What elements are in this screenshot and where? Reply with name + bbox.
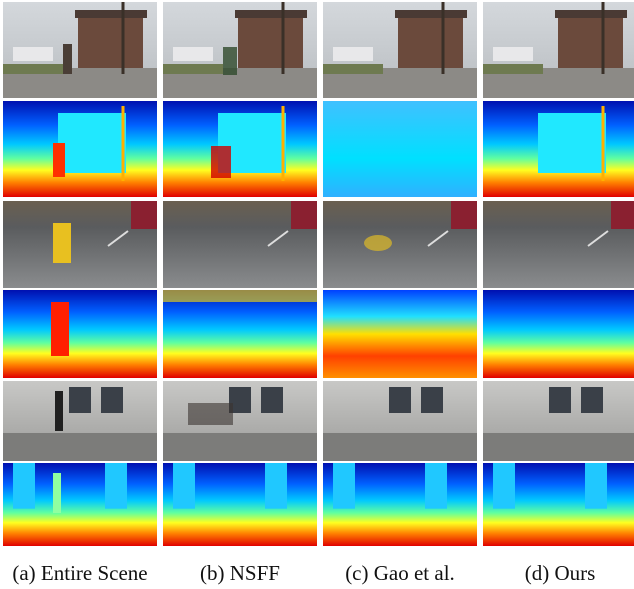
caption: (d) Ours — [525, 561, 596, 585]
depth — [483, 290, 634, 378]
depth-child — [51, 302, 69, 356]
depth-pillar — [585, 463, 607, 509]
car — [131, 201, 157, 229]
person — [63, 44, 72, 74]
image-panel — [483, 101, 634, 197]
image-panel — [323, 101, 477, 197]
image-panel — [163, 201, 317, 288]
depth-pillar — [173, 463, 195, 509]
depth-building — [58, 113, 126, 173]
grass — [483, 64, 543, 74]
image-panel — [3, 2, 157, 98]
window — [101, 387, 123, 413]
image-panel — [483, 201, 634, 288]
depth-building — [538, 113, 606, 173]
image-panel — [163, 101, 317, 197]
depth-pillar — [493, 463, 515, 509]
image-panel — [323, 290, 477, 378]
image-panel — [483, 290, 634, 378]
car — [451, 201, 477, 229]
image-panel — [3, 381, 157, 461]
car — [13, 47, 53, 61]
grass — [3, 64, 63, 74]
blur — [364, 235, 392, 251]
depth-pillar — [333, 463, 355, 509]
image-panel — [3, 201, 157, 288]
image-panel — [163, 381, 317, 461]
stairs — [483, 433, 634, 461]
building — [238, 14, 303, 72]
caption: (a) Entire Scene — [12, 561, 147, 585]
roof — [75, 10, 147, 18]
window — [389, 387, 411, 413]
image-panel — [3, 463, 157, 546]
depth — [3, 290, 157, 378]
depth-pillar — [425, 463, 447, 509]
window — [69, 387, 91, 413]
depth-skater — [53, 473, 61, 513]
captions: (a) Entire Scene (b) NSFF (c) Gao et al. (d… — [12, 561, 595, 585]
grass — [323, 64, 383, 74]
depth — [323, 101, 477, 197]
image-panel — [323, 463, 477, 546]
roof — [235, 10, 307, 18]
image-panel — [3, 290, 157, 378]
roof — [395, 10, 467, 18]
figure: (a) Entire Scene (b) NSFF (c) Gao et al. (d… — [0, 0, 634, 589]
child — [53, 223, 71, 263]
image-panel — [483, 381, 634, 461]
caption: (b) NSFF — [200, 561, 280, 585]
depth-person — [53, 143, 65, 177]
image-panel — [323, 201, 477, 288]
window — [581, 387, 603, 413]
artifact — [188, 403, 233, 425]
depth-pillar — [265, 463, 287, 509]
image-panel — [323, 381, 477, 461]
stairs — [3, 433, 157, 461]
window — [421, 387, 443, 413]
depth-pillar — [13, 463, 35, 509]
depth — [323, 290, 477, 378]
image-panel — [323, 2, 477, 98]
car — [493, 47, 533, 61]
stairs — [163, 433, 317, 461]
stairs — [323, 433, 477, 461]
car — [173, 47, 213, 61]
image-panel — [483, 2, 634, 98]
skater — [55, 391, 63, 431]
image-panel — [163, 463, 317, 546]
image-panel — [3, 101, 157, 197]
depth-artifact — [211, 146, 231, 178]
roof — [555, 10, 627, 18]
image-panel — [163, 2, 317, 98]
building — [398, 14, 463, 72]
depth-pillar — [105, 463, 127, 509]
building — [558, 14, 623, 72]
image-panel — [163, 290, 317, 378]
depth — [163, 290, 317, 378]
car — [611, 201, 634, 229]
car — [291, 201, 317, 229]
grass — [163, 64, 223, 74]
noise — [163, 290, 317, 302]
image-panel — [483, 463, 634, 546]
artifact — [223, 47, 237, 75]
car — [333, 47, 373, 61]
window — [261, 387, 283, 413]
building — [78, 14, 143, 72]
image-grid — [3, 2, 634, 546]
window — [549, 387, 571, 413]
caption: (c) Gao et al. — [345, 561, 455, 585]
